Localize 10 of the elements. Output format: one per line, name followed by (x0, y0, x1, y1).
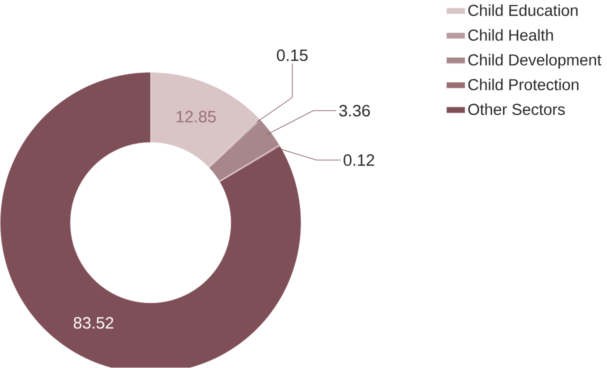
legend-label: Child Development (468, 54, 602, 69)
data-label: 3.36 (339, 105, 370, 117)
data-label: 0.12 (344, 154, 374, 166)
data-label: 12.85 (176, 111, 216, 123)
data-label: 0.15 (276, 50, 308, 62)
data-label: 83.52 (74, 317, 114, 329)
legend-label: Child Health (468, 29, 553, 41)
legend-label: Other Sectors (468, 104, 565, 116)
legend-label: Child Protection (468, 78, 578, 90)
legend-label: Child Education (468, 4, 578, 16)
